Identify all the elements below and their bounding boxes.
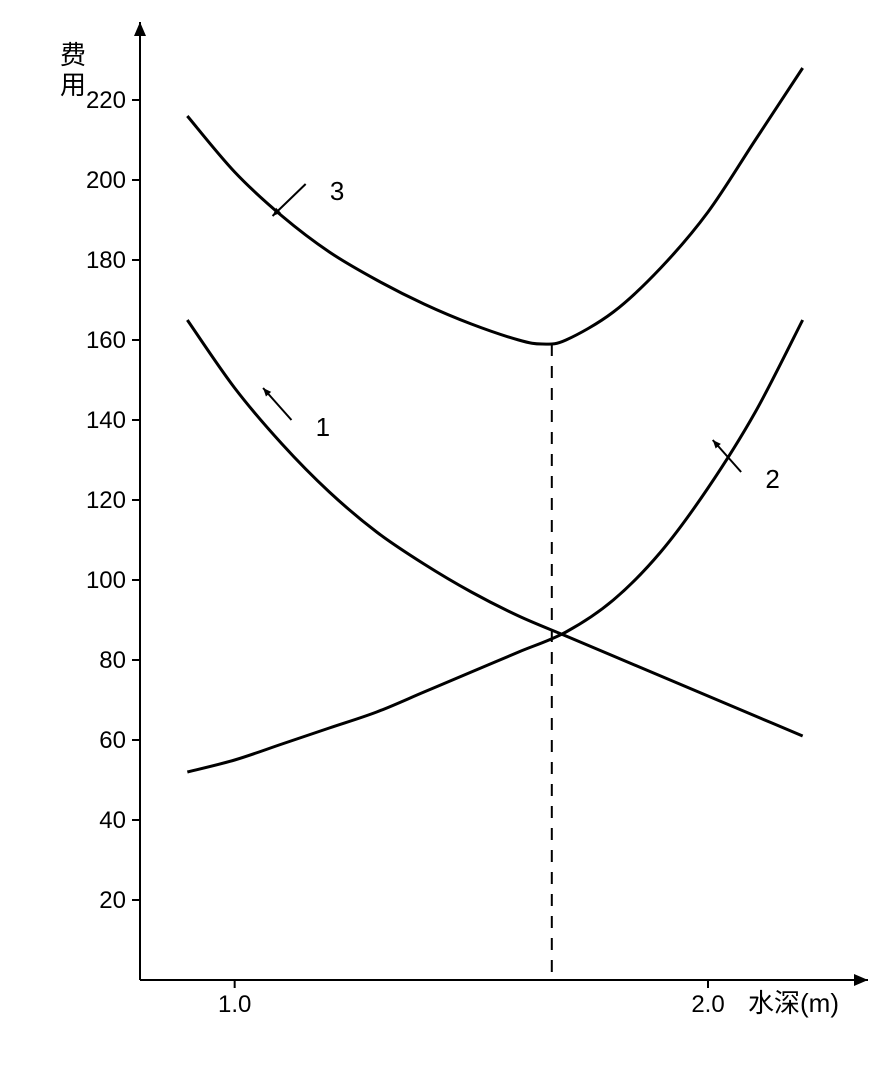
y-axis-title: 用 [60,70,86,100]
y-tick-label: 40 [99,807,126,834]
y-axis-title: 费 [60,40,86,70]
y-tick-label: 220 [86,87,126,114]
x-axis-arrow [854,974,868,986]
chart-svg: 20 40 60 80 100 120 140 160 180 200 220 1.0 2.0 费用水深(… [20,20,876,1057]
y-tick-label: 200 [86,167,126,194]
y-axis-arrow [134,22,146,36]
series-3 [187,68,802,344]
series-1-label: 1 [316,412,330,442]
y-tick-label: 140 [86,407,126,434]
x-tick-label: 1.0 [218,991,251,1018]
x-axis-title: 水深(m) [748,988,839,1018]
y-tick-label: 120 [86,487,126,514]
series-2 [187,320,802,772]
y-tick-label: 60 [99,727,126,754]
cost-depth-chart: 20 40 60 80 100 120 140 160 180 200 220 1.0 2.0 费用水深(… [20,20,876,1057]
y-tick-label: 80 [99,647,126,674]
y-tick-label: 180 [86,247,126,274]
series-1 [187,320,802,736]
y-tick-label: 20 [99,887,126,914]
series-2-label: 2 [765,464,779,494]
y-tick-label: 100 [86,567,126,594]
x-tick-label: 2.0 [691,991,724,1018]
y-tick-label: 160 [86,327,126,354]
series-3-label: 3 [330,176,344,206]
